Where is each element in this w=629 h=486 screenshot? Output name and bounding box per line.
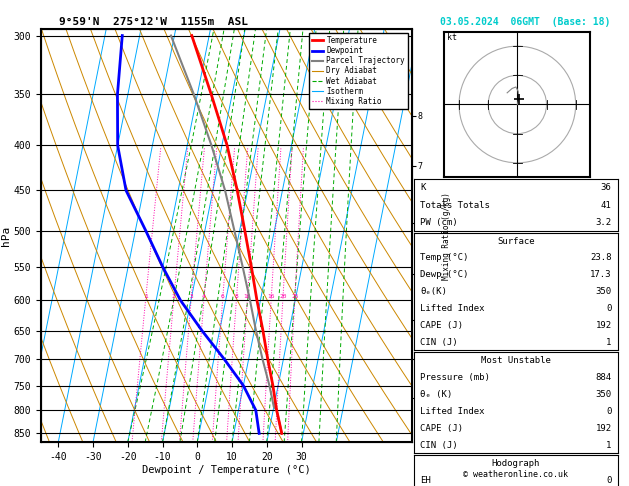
Text: 17.3: 17.3 — [590, 270, 611, 279]
Text: 1: 1 — [144, 294, 148, 299]
Text: EH: EH — [420, 476, 431, 485]
Text: θₑ (K): θₑ (K) — [420, 390, 452, 399]
Text: 1: 1 — [606, 440, 611, 450]
Text: 9°59'N  275°12'W  1155m  ASL: 9°59'N 275°12'W 1155m ASL — [59, 17, 248, 27]
Text: Mixing Ratio (g/kg): Mixing Ratio (g/kg) — [442, 192, 451, 279]
Text: Totals Totals: Totals Totals — [420, 201, 490, 209]
Text: 0: 0 — [606, 304, 611, 313]
Text: 350: 350 — [596, 287, 611, 296]
Text: 25: 25 — [291, 294, 299, 299]
Text: 6: 6 — [221, 294, 225, 299]
Text: 41: 41 — [601, 201, 611, 209]
Text: Hodograph: Hodograph — [492, 459, 540, 469]
Y-axis label: km
ASL: km ASL — [425, 228, 445, 243]
Text: θₑ(K): θₑ(K) — [420, 287, 447, 296]
Text: Lifted Index: Lifted Index — [420, 407, 484, 416]
Text: 16: 16 — [267, 294, 275, 299]
Text: 20: 20 — [279, 294, 287, 299]
Text: 192: 192 — [596, 321, 611, 330]
Text: Surface: Surface — [497, 237, 535, 246]
Text: 8: 8 — [235, 294, 238, 299]
Text: K: K — [420, 183, 425, 192]
Text: 3: 3 — [189, 294, 193, 299]
Text: Pressure (mb): Pressure (mb) — [420, 373, 490, 382]
Text: 0: 0 — [606, 407, 611, 416]
Text: Most Unstable: Most Unstable — [481, 356, 551, 365]
Legend: Temperature, Dewpoint, Parcel Trajectory, Dry Adiabat, Wet Adiabat, Isotherm, Mi: Temperature, Dewpoint, Parcel Trajectory… — [309, 33, 408, 109]
Text: 0: 0 — [606, 476, 611, 485]
Text: Dewp (°C): Dewp (°C) — [420, 270, 469, 279]
Text: CIN (J): CIN (J) — [420, 337, 458, 347]
Text: Temp (°C): Temp (°C) — [420, 254, 469, 262]
Text: 03.05.2024  06GMT  (Base: 18): 03.05.2024 06GMT (Base: 18) — [440, 17, 610, 27]
Text: 350: 350 — [596, 390, 611, 399]
Text: PW (cm): PW (cm) — [420, 218, 458, 227]
Text: kt: kt — [447, 34, 457, 42]
Text: 2: 2 — [172, 294, 175, 299]
Text: 1: 1 — [606, 337, 611, 347]
Y-axis label: hPa: hPa — [1, 226, 11, 246]
Text: 2LCL: 2LCL — [415, 406, 433, 415]
Text: Lifted Index: Lifted Index — [420, 304, 484, 313]
Text: © weatheronline.co.uk: © weatheronline.co.uk — [464, 469, 568, 479]
X-axis label: Dewpoint / Temperature (°C): Dewpoint / Temperature (°C) — [142, 465, 311, 475]
Text: CIN (J): CIN (J) — [420, 440, 458, 450]
Text: 884: 884 — [596, 373, 611, 382]
Text: CAPE (J): CAPE (J) — [420, 424, 463, 433]
Text: 36: 36 — [601, 183, 611, 192]
Text: 4: 4 — [202, 294, 206, 299]
Text: 3.2: 3.2 — [596, 218, 611, 227]
Text: 192: 192 — [596, 424, 611, 433]
Text: 23.8: 23.8 — [590, 254, 611, 262]
Text: 10: 10 — [243, 294, 251, 299]
Text: CAPE (J): CAPE (J) — [420, 321, 463, 330]
